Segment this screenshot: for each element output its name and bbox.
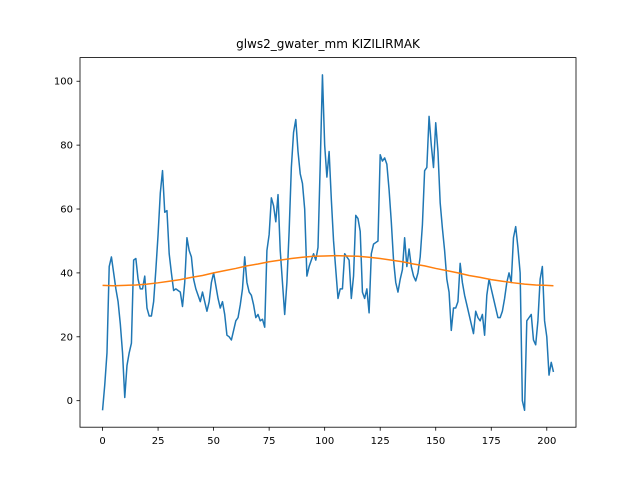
y-tick-label: 100 <box>54 77 73 88</box>
x-tick-label: 0 <box>99 436 105 447</box>
x-tick-label: 125 <box>371 436 390 447</box>
y-tick-label: 80 <box>60 141 73 152</box>
x-tick-label: 50 <box>207 436 220 447</box>
x-tick-label: 100 <box>315 436 334 447</box>
x-tick-label: 150 <box>426 436 445 447</box>
x-tick-label: 75 <box>263 436 276 447</box>
x-tick-label: 200 <box>537 436 556 447</box>
y-tick-label: 0 <box>67 396 73 407</box>
line-series <box>101 74 555 412</box>
y-tick-label: 40 <box>60 268 73 279</box>
chart-title: glws2_gwater_mm KIZILIRMAK <box>236 37 421 51</box>
y-tick-label: 60 <box>60 205 73 216</box>
y-tick-label: 20 <box>60 332 73 343</box>
x-tick-label: 25 <box>152 436 165 447</box>
line-series <box>102 254 554 287</box>
x-tick-label: 175 <box>482 436 501 447</box>
plot-frame <box>79 57 577 428</box>
